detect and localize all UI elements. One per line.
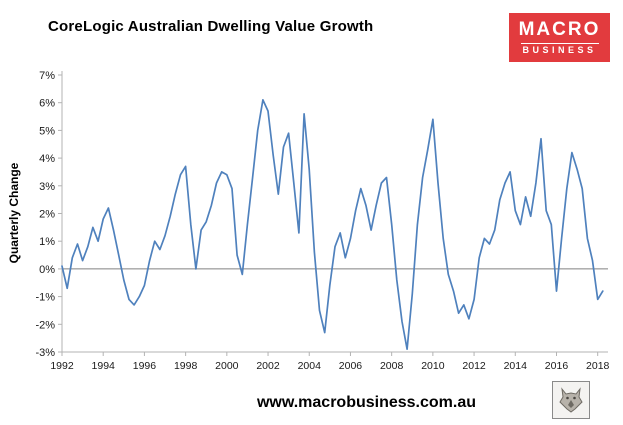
y-tick-label: 1%	[39, 236, 55, 248]
x-tick-label: 2018	[586, 360, 610, 372]
y-tick-label: -3%	[35, 347, 55, 359]
x-tick-label: 2014	[504, 360, 528, 372]
wolf-icon	[559, 387, 583, 413]
wolf-emblem	[552, 381, 590, 419]
x-tick-label: 1996	[133, 360, 157, 372]
x-tick-label: 2002	[256, 360, 280, 372]
y-tick-label: 2%	[39, 209, 55, 221]
x-tick-label: 2010	[421, 360, 445, 372]
y-tick-label: 6%	[39, 98, 55, 110]
y-tick-label: 7%	[39, 70, 55, 82]
x-tick-label: 2008	[380, 360, 404, 372]
x-tick-label: 2012	[462, 360, 486, 372]
x-tick-label: 1992	[50, 360, 74, 372]
y-tick-label: 0%	[39, 264, 55, 276]
footer-url: www.macrobusiness.com.au	[256, 394, 477, 411]
chart-title: CoreLogic Australian Dwelling Value Grow…	[48, 18, 374, 35]
logo-divider	[520, 42, 599, 44]
x-tick-label: 2006	[339, 360, 363, 372]
series-line	[61, 99, 604, 351]
logo-text-business: BUSINESS	[522, 44, 597, 55]
x-tick-label: 1998	[174, 360, 198, 372]
x-tick-label: 2016	[545, 360, 569, 372]
y-tick-label: -2%	[35, 319, 55, 331]
y-tick-label: -1%	[35, 292, 55, 304]
logo-text-macro: MACRO	[518, 19, 601, 41]
y-tick-label: 3%	[39, 181, 55, 193]
y-tick-label: 4%	[39, 153, 55, 165]
x-tick-label: 1994	[92, 360, 116, 372]
x-tick-label: 2000	[215, 360, 239, 372]
y-tick-label: 5%	[39, 125, 55, 137]
x-tick-label: 2004	[298, 360, 322, 372]
macrobusiness-logo: MACRO BUSINESS	[509, 13, 610, 62]
